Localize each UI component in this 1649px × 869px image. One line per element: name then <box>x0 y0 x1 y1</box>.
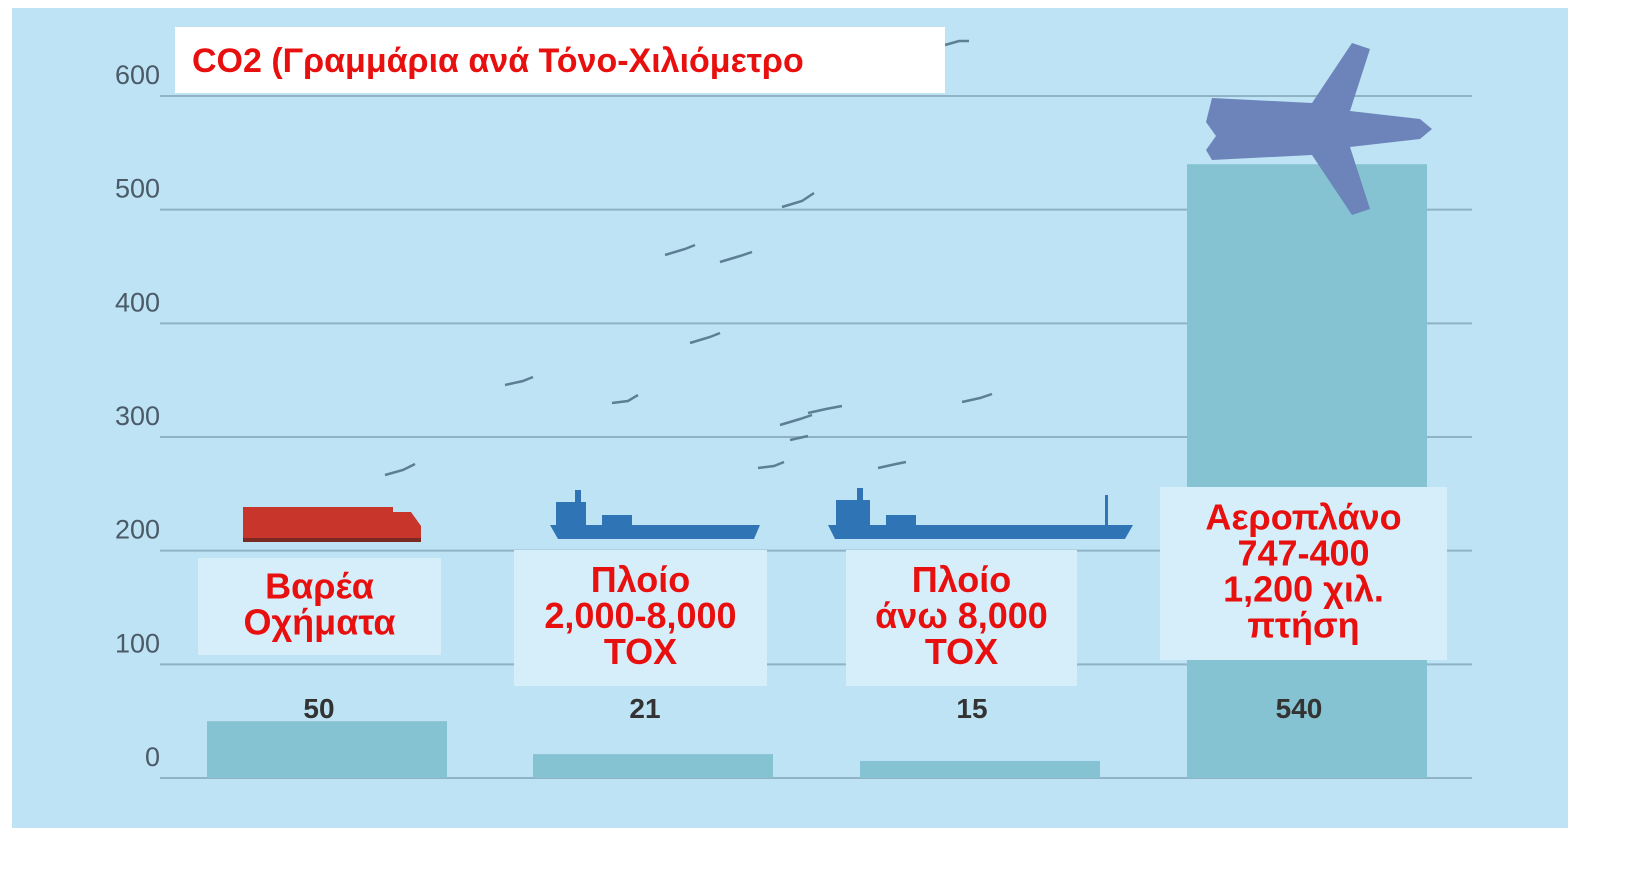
bar <box>860 761 1100 778</box>
category-label: 1,200 χιλ. <box>1223 569 1384 610</box>
category-label: Πλοίο <box>912 559 1012 600</box>
category-label: ΤΟΧ <box>925 631 998 672</box>
value-label: 15 <box>956 693 987 724</box>
category-label: πτήση <box>1247 605 1359 646</box>
y-tick-label: 600 <box>115 60 160 90</box>
bar <box>1187 164 1427 778</box>
chart: CO2 (Γραμμάρια ανά Τόνο-Χιλιόμετρο 0 100 2… <box>0 0 1649 869</box>
category-label: Αεροπλάνο <box>1205 497 1401 538</box>
category-label: άνω 8,000 <box>875 595 1048 636</box>
category-label: 747-400 <box>1237 533 1369 574</box>
category-label: Βαρέα <box>265 566 374 607</box>
value-label: 540 <box>1276 693 1323 724</box>
y-tick-label: 0 <box>145 742 160 772</box>
category-label: ΤΟΧ <box>604 631 677 672</box>
category-label: 2,000-8,000 <box>544 595 736 636</box>
y-tick-label: 100 <box>115 628 160 658</box>
y-tick-label: 400 <box>115 287 160 317</box>
category-label: Πλοίο <box>591 559 691 600</box>
bar <box>207 721 447 778</box>
value-label: 21 <box>629 693 660 724</box>
decoration-truck <box>243 507 421 542</box>
chart-title: CO2 (Γραμμάρια ανά Τόνο-Χιλιόμετρο <box>192 42 804 80</box>
y-tick-label: 300 <box>115 401 160 431</box>
y-tick-label: 200 <box>115 515 160 545</box>
category-label: Οχήματα <box>243 602 395 643</box>
bar <box>533 754 773 778</box>
y-tick-label: 500 <box>115 174 160 204</box>
value-label: 50 <box>303 693 334 724</box>
